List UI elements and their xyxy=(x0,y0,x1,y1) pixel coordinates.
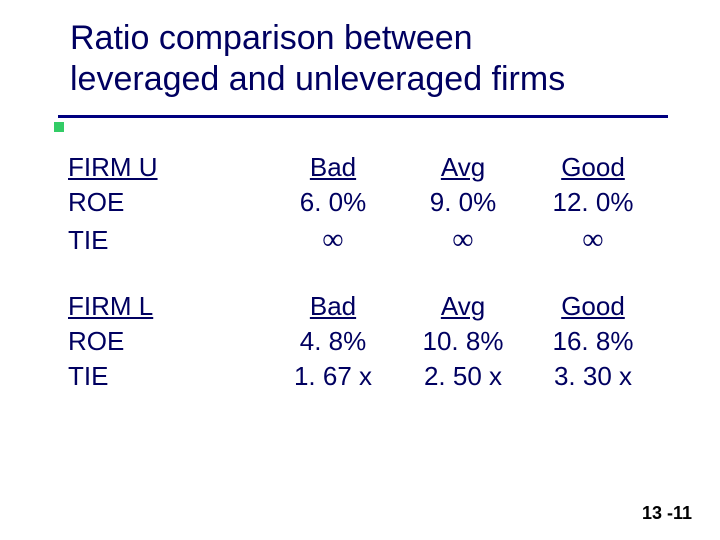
bullet-icon xyxy=(54,122,64,132)
column-header: Good xyxy=(528,289,658,324)
section-header: FIRM L xyxy=(68,289,268,324)
cell: 4. 8% xyxy=(268,324,398,359)
cell: ∞ xyxy=(528,220,658,261)
cell: 10. 8% xyxy=(398,324,528,359)
table: FIRM U Bad Avg Good ROE 6. 0% 9. 0% 12. … xyxy=(68,150,658,394)
cell: 6. 0% xyxy=(268,185,398,220)
column-header: Bad xyxy=(268,150,398,185)
cell: ∞ xyxy=(268,220,398,261)
title-line-2: leveraged and unleveraged firms xyxy=(70,60,565,98)
page-number: 13 -11 xyxy=(642,503,692,524)
cell: 12. 0% xyxy=(528,185,658,220)
cell: 1. 67 x xyxy=(268,359,398,394)
cell: 3. 30 x xyxy=(528,359,658,394)
cell: 2. 50 x xyxy=(398,359,528,394)
slide: Ratio comparison between leveraged and u… xyxy=(0,0,720,540)
spacer-row xyxy=(68,261,658,289)
cell: 9. 0% xyxy=(398,185,528,220)
table-row: TIE ∞ ∞ ∞ xyxy=(68,220,658,261)
title-line-1: Ratio comparison between xyxy=(70,19,473,57)
row-label: TIE xyxy=(68,220,268,261)
cell: ∞ xyxy=(398,220,528,261)
table-row: FIRM L Bad Avg Good xyxy=(68,289,658,324)
cell: 16. 8% xyxy=(528,324,658,359)
column-header: Good xyxy=(528,150,658,185)
table-row: ROE 4. 8% 10. 8% 16. 8% xyxy=(68,324,658,359)
slide-title: Ratio comparison between leveraged and u… xyxy=(70,18,670,100)
column-header: Bad xyxy=(268,289,398,324)
row-label: TIE xyxy=(68,359,268,394)
table-row: ROE 6. 0% 9. 0% 12. 0% xyxy=(68,185,658,220)
table-row: TIE 1. 67 x 2. 50 x 3. 30 x xyxy=(68,359,658,394)
column-header: Avg xyxy=(398,289,528,324)
section-header: FIRM U xyxy=(68,150,268,185)
comparison-table: FIRM U Bad Avg Good ROE 6. 0% 9. 0% 12. … xyxy=(68,150,658,394)
row-label: ROE xyxy=(68,324,268,359)
title-underline xyxy=(58,115,668,118)
table-row: FIRM U Bad Avg Good xyxy=(68,150,658,185)
column-header: Avg xyxy=(398,150,528,185)
row-label: ROE xyxy=(68,185,268,220)
